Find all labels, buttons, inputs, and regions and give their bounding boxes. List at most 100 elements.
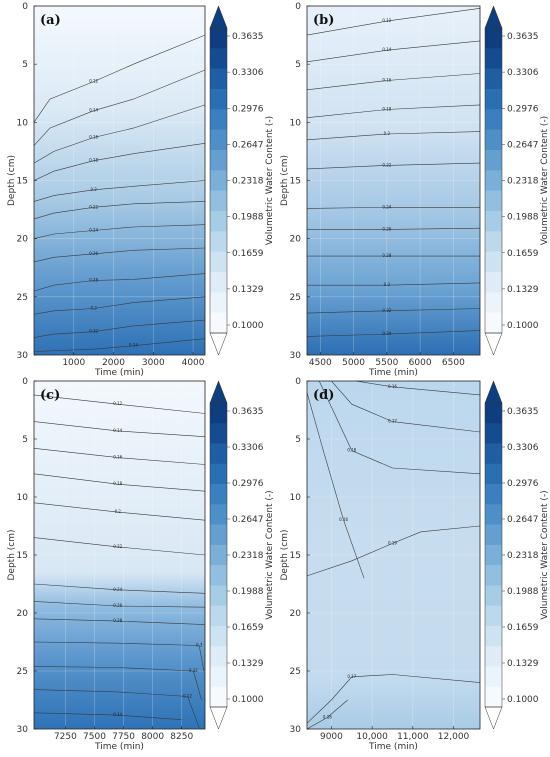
colorbar-segment xyxy=(485,403,502,424)
x-tick-label: 8000 xyxy=(141,732,164,742)
colorbar-tick-label: 0.3306 xyxy=(507,443,539,453)
colorbar-segment xyxy=(210,231,227,252)
contour-label: 0.14 xyxy=(382,47,391,52)
y-tick-label: 0 xyxy=(22,377,28,387)
contour-line xyxy=(355,380,481,396)
colorbar-tick-label: 0.3306 xyxy=(232,68,264,78)
colorbar-tick-label: 0.2976 xyxy=(232,104,264,114)
colorbar-segment xyxy=(485,585,502,606)
contour-label: 0.2 xyxy=(90,187,97,192)
colorbar-segment xyxy=(485,170,502,191)
colorbar-segment xyxy=(485,211,502,232)
y-tick-label: 20 xyxy=(290,609,302,619)
contour-line xyxy=(33,69,206,146)
colorbar-label: Volumetric Water Content (-) xyxy=(540,116,550,245)
x-tick-label: 7750 xyxy=(112,732,135,742)
y-tick-label: 20 xyxy=(290,235,302,245)
colorbar-tick-label: 0.1659 xyxy=(507,623,539,633)
y-tick-label: 10 xyxy=(17,493,29,503)
contour-line xyxy=(307,282,481,286)
y-tick-label: 10 xyxy=(17,118,29,128)
y-tick-label: 10 xyxy=(290,493,302,503)
colorbar: 0.3635 0.3306 0.2976 0.2647 0.2318 0.1988 0.16… xyxy=(484,5,550,356)
x-tick-label: 4000 xyxy=(182,358,205,368)
colorbar-tick-label: 0.2647 xyxy=(507,140,539,150)
contour-label: 0.2 xyxy=(384,131,391,136)
colorbar-tick-label: 0.1329 xyxy=(507,285,539,295)
colorbar-segment xyxy=(210,463,227,485)
contour-line xyxy=(33,273,206,292)
colorbar-tick-label: 0.1000 xyxy=(507,321,539,331)
contour-line xyxy=(33,104,206,164)
contour-label: 0.32 xyxy=(382,308,391,313)
y-tick-label: 0 xyxy=(295,2,301,12)
x-tick-label: 8250 xyxy=(170,732,193,742)
colorbar-tick-label: 0.3635 xyxy=(507,407,539,417)
contour-label: 0.24 xyxy=(382,204,391,209)
panel-label: (a) xyxy=(40,13,61,28)
contour-line xyxy=(306,131,481,141)
colorbar-segment xyxy=(210,68,227,90)
contour-label: 0.32 xyxy=(89,329,98,334)
colorbar-segment xyxy=(210,150,227,171)
x-axis-label: Time (min) xyxy=(94,742,144,752)
contour-label: 0.34 xyxy=(129,343,138,348)
contour-label: 0.17 xyxy=(388,419,397,424)
colorbar-segment xyxy=(210,28,227,49)
x-tick-label: 10,000 xyxy=(356,732,388,742)
y-tick-label: 15 xyxy=(290,177,301,187)
y-tick-label: 30 xyxy=(17,725,29,735)
y-tick-label: 30 xyxy=(17,351,29,361)
contour-line xyxy=(33,618,206,625)
colorbar-tick-label: 0.2976 xyxy=(507,104,539,114)
contour-label: 0.28 xyxy=(89,278,98,283)
contour-label: 0.34 xyxy=(382,331,391,336)
contour-label: 0.12 xyxy=(382,18,391,23)
colorbar: 0.3635 0.3306 0.2976 0.2647 0.2318 0.1988 0.16… xyxy=(484,380,550,730)
colorbar-extend-min xyxy=(209,332,228,356)
x-tick-label: 11,000 xyxy=(397,732,429,742)
contour-label: 0.18 xyxy=(382,107,391,112)
x-tick-label: 3000 xyxy=(142,358,165,368)
colorbar-segment xyxy=(210,585,227,606)
y-tick-label: 0 xyxy=(22,2,28,12)
colorbar-tick-label: 0.2976 xyxy=(232,479,264,489)
contour-label: 0.18 xyxy=(89,158,98,163)
colorbar-segment xyxy=(485,463,502,485)
y-tick-label: 5 xyxy=(22,435,28,445)
contour-label: 0.17 xyxy=(347,674,356,679)
contour-label: 0.26 xyxy=(382,226,391,231)
y-tick-label: 0 xyxy=(295,377,301,387)
colorbar-segment xyxy=(210,646,227,667)
contour-line xyxy=(33,502,206,521)
x-axis-label: Time (min) xyxy=(368,742,418,752)
colorbar-tick-label: 0.1000 xyxy=(232,695,264,705)
colorbar-segment xyxy=(210,129,227,151)
colorbar-segment xyxy=(210,312,227,334)
colorbar-segment xyxy=(485,28,502,49)
colorbar-segment xyxy=(485,666,502,688)
colorbar-segment xyxy=(210,544,227,566)
contour-label: 0.24 xyxy=(89,228,98,233)
colorbar-extend-min xyxy=(209,706,228,730)
colorbar-segment xyxy=(210,666,227,688)
y-tick-label: 5 xyxy=(295,435,301,445)
y-tick-label: 15 xyxy=(290,551,301,561)
contour-line xyxy=(33,201,206,220)
contour-line xyxy=(306,162,481,170)
colorbar-tick-label: 0.2318 xyxy=(507,177,539,187)
contour-line xyxy=(33,224,206,239)
colorbar-segment xyxy=(485,646,502,667)
contour-label: 0.14 xyxy=(89,108,98,113)
colorbar-segment xyxy=(485,423,502,444)
colorbar-segment xyxy=(210,443,227,465)
contour-line xyxy=(306,40,481,63)
colorbar-segment xyxy=(210,48,227,69)
contour-line xyxy=(331,380,481,433)
contour-label: 0.18 xyxy=(347,448,356,453)
colorbar-tick-label: 0.3306 xyxy=(507,68,539,78)
y-axis-label: Depth (cm) xyxy=(280,529,290,580)
colorbar-tick-label: 0.1988 xyxy=(232,213,264,223)
contour-label: 0.16 xyxy=(382,77,391,82)
contour-line xyxy=(33,583,206,594)
